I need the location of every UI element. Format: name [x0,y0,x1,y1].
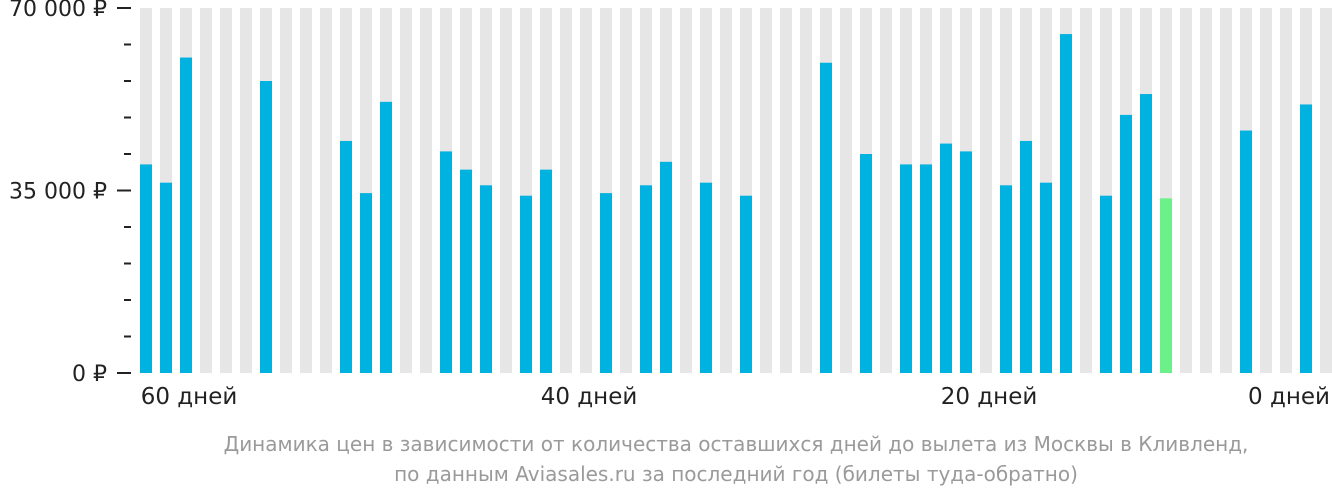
bar[interactable] [260,81,272,373]
bar[interactable] [460,169,472,373]
bar[interactable] [1100,195,1112,373]
bar[interactable] [480,185,492,373]
bar[interactable] [440,151,452,373]
bar[interactable] [920,164,932,373]
bar[interactable] [1240,130,1252,373]
x-tick-label: 20 дней [941,384,1038,410]
price-chart: 70 000 ₽ 35 000 ₽ 0 ₽ 60 дней 40 дней 20 дне… [9,0,1332,410]
bar-background [580,8,592,373]
bar-background [240,8,252,373]
x-axis: 60 дней 40 дней 20 дней 0 дней [141,384,1330,410]
bar-background [720,8,732,373]
bar-background [980,8,992,373]
bar[interactable] [1140,94,1152,374]
y-tick-label: 0 ₽ [72,362,107,387]
bar[interactable] [860,154,872,373]
bar-background [680,8,692,373]
x-tick-label: 0 дней [1248,384,1330,410]
bar[interactable] [180,57,192,374]
chart-caption-line-2: по данным Aviasales.ru за последний год … [394,462,1078,486]
bar-background [500,8,512,373]
bar[interactable] [140,164,152,373]
bar-background [840,8,852,373]
bar-background [400,8,412,373]
x-tick-label: 40 дней [541,384,638,410]
x-tick-label: 60 дней [141,384,238,410]
bar-background [300,8,312,373]
bar[interactable] [1020,140,1032,373]
bar-background [320,8,332,373]
bar[interactable] [540,169,552,373]
bar[interactable] [940,143,952,373]
y-tick-label: 35 000 ₽ [9,180,107,205]
bar[interactable] [600,193,612,373]
bar-background [220,8,232,373]
bar[interactable] [660,161,672,373]
bar-background [1280,8,1292,373]
bar[interactable] [380,101,392,373]
y-tick-label: 70 000 ₽ [9,0,107,22]
bar-background [780,8,792,373]
bar[interactable] [1300,104,1312,373]
bar-background [1200,8,1212,373]
bar-background [620,8,632,373]
bar-background [280,8,292,373]
bar-background [1180,8,1192,373]
bar-background [1260,8,1272,373]
bar[interactable] [160,182,172,373]
bar-background [1220,8,1232,373]
bar[interactable] [1040,182,1052,373]
bar-background [560,8,572,373]
bar-cheapest[interactable] [1160,198,1172,373]
y-axis: 70 000 ₽ 35 000 ₽ 0 ₽ [9,0,131,387]
bar[interactable] [340,140,352,373]
bar[interactable] [700,182,712,373]
bar[interactable] [520,195,532,373]
bar-background [1080,8,1092,373]
bar[interactable] [1000,185,1012,373]
bar[interactable] [900,164,912,373]
bar[interactable] [960,151,972,373]
bar-background [200,8,212,373]
bar-background [880,8,892,373]
bar-group [140,8,1332,374]
bar-background [1320,8,1332,373]
bar-background [800,8,812,373]
bar-background [420,8,432,373]
bar[interactable] [740,195,752,373]
bar[interactable] [1120,114,1132,374]
bar[interactable] [360,193,372,373]
bar-background [760,8,772,373]
chart-caption-line-1: Динамика цен в зависимости от количества… [223,432,1249,456]
bar[interactable] [820,62,832,373]
bar[interactable] [1060,34,1072,373]
bar[interactable] [640,185,652,373]
